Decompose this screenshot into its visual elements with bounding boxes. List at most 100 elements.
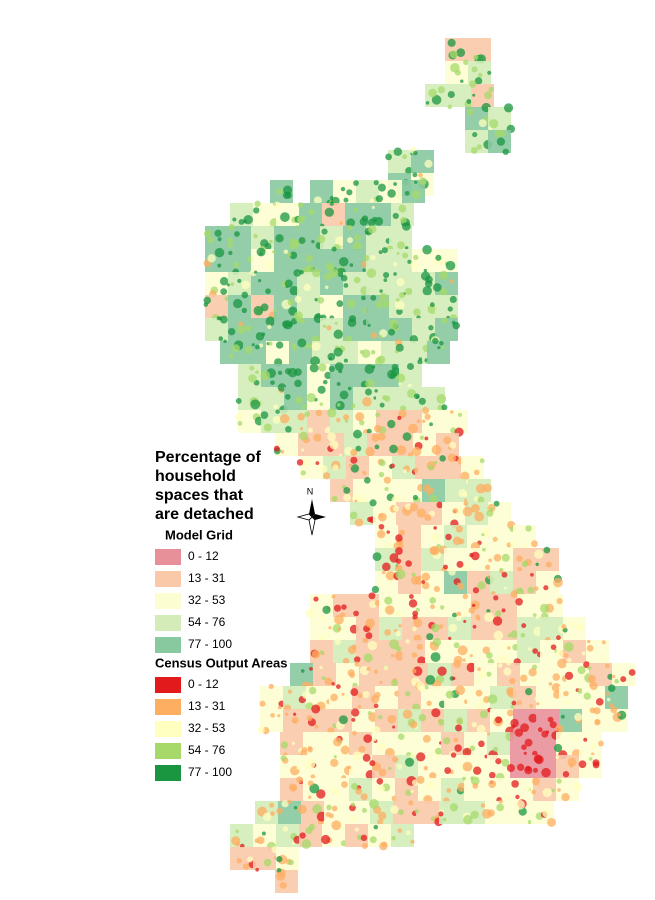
census-area <box>277 370 283 375</box>
grid-cell <box>540 640 563 663</box>
census-area <box>391 679 399 687</box>
census-area <box>531 677 538 684</box>
census-area <box>280 449 285 454</box>
census-area <box>297 338 307 348</box>
grid-cell <box>356 180 379 203</box>
census-area <box>333 755 337 759</box>
census-area <box>360 834 368 842</box>
census-area <box>308 208 315 216</box>
census-area <box>263 423 272 432</box>
census-area <box>506 763 515 773</box>
legend-swatch <box>155 549 181 565</box>
census-area <box>284 393 291 400</box>
census-area <box>418 177 427 186</box>
census-area <box>476 724 486 734</box>
census-area <box>326 804 332 811</box>
census-area <box>469 745 476 752</box>
census-area <box>282 191 291 200</box>
census-area <box>436 605 441 610</box>
census-area <box>444 767 452 774</box>
census-area <box>473 469 480 476</box>
census-area <box>387 419 396 429</box>
census-area <box>294 295 302 303</box>
census-area <box>348 315 357 323</box>
census-area <box>561 793 570 802</box>
grid-cell <box>563 617 586 640</box>
census-area <box>501 553 510 562</box>
census-area <box>419 435 425 440</box>
census-area <box>525 688 533 696</box>
census-area <box>377 355 386 364</box>
census-area <box>353 429 362 439</box>
census-area <box>387 189 396 198</box>
census-area <box>511 780 519 788</box>
census-area <box>416 643 423 650</box>
census-area <box>375 412 381 418</box>
census-area <box>438 624 444 629</box>
census-area <box>569 622 575 628</box>
grid-cell <box>404 341 427 364</box>
census-area <box>351 730 357 736</box>
census-area <box>405 691 411 697</box>
census-area <box>384 629 391 636</box>
census-area <box>326 325 332 331</box>
census-area <box>407 389 416 399</box>
census-area <box>424 685 429 690</box>
legend-swatch <box>155 593 181 609</box>
census-area <box>448 636 452 641</box>
census-area <box>542 787 552 798</box>
census-area <box>431 623 440 633</box>
census-area <box>389 444 398 454</box>
census-area <box>393 262 398 267</box>
census-area <box>606 697 611 702</box>
census-area <box>471 603 476 608</box>
census-area <box>469 654 473 658</box>
census-area <box>422 286 432 296</box>
census-area <box>393 147 403 156</box>
census-area <box>265 316 276 327</box>
grid-cell <box>418 778 441 801</box>
compass-label: N <box>307 486 314 496</box>
census-area <box>478 740 485 748</box>
census-area <box>349 672 356 678</box>
census-area <box>506 686 516 696</box>
census-area <box>531 789 536 795</box>
census-area <box>382 562 391 572</box>
census-area <box>307 780 314 787</box>
census-area <box>409 503 419 512</box>
census-area <box>413 254 419 261</box>
grid-cell <box>556 778 579 801</box>
census-area <box>474 511 485 522</box>
census-area <box>275 871 286 881</box>
census-area <box>498 799 503 804</box>
census-area <box>388 766 392 771</box>
grid-cell <box>471 617 494 640</box>
census-area <box>594 719 601 726</box>
census-area <box>453 737 459 743</box>
census-area <box>369 836 377 844</box>
census-area <box>395 343 404 352</box>
census-area <box>553 743 563 753</box>
census-area <box>305 342 312 349</box>
census-area <box>412 494 419 501</box>
census-area <box>238 218 245 225</box>
census-area <box>375 300 384 309</box>
census-area <box>587 674 596 684</box>
census-area <box>487 70 492 75</box>
census-area <box>575 623 583 632</box>
census-area <box>438 719 445 726</box>
census-area <box>328 813 334 819</box>
census-area <box>319 464 328 473</box>
census-area <box>466 99 472 104</box>
census-area <box>354 656 361 663</box>
census-area <box>316 234 326 244</box>
census-area <box>301 405 306 410</box>
census-area <box>503 586 507 590</box>
census-area <box>297 804 307 815</box>
census-area <box>484 564 491 570</box>
legend-label: 32 - 53 <box>188 593 226 607</box>
census-area <box>537 727 543 733</box>
census-area <box>567 757 577 767</box>
census-area <box>289 286 300 296</box>
census-area <box>447 453 457 463</box>
